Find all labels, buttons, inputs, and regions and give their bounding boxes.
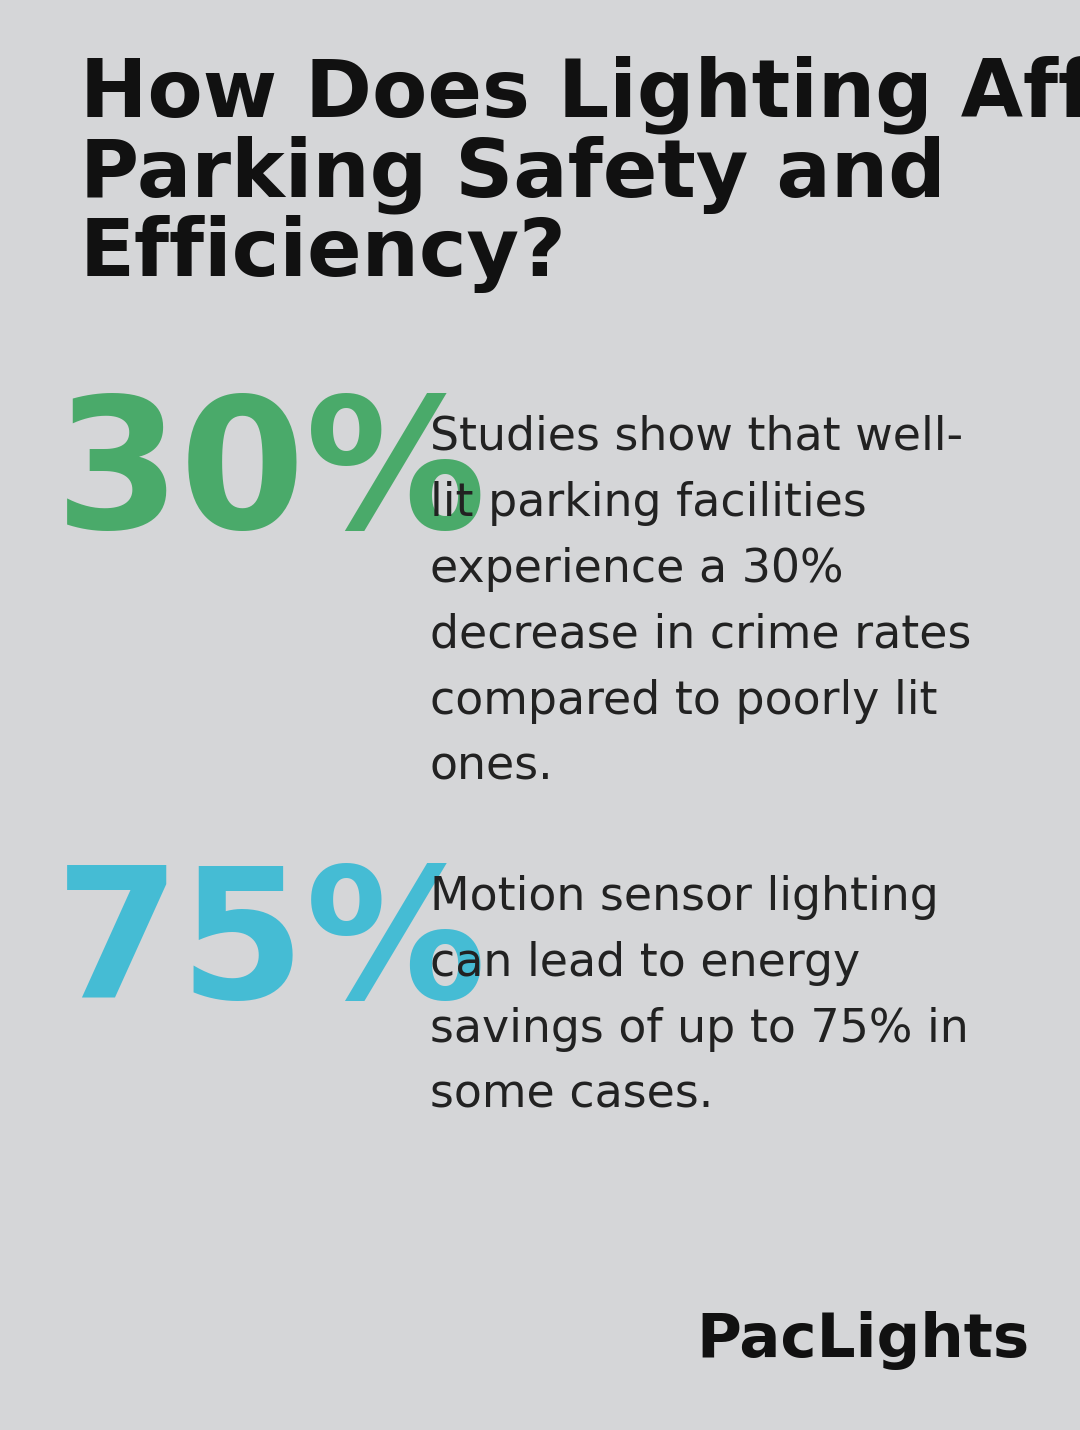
Text: Studies show that well-
lit parking facilities
experience a 30%
decrease in crim: Studies show that well- lit parking faci… xyxy=(430,415,971,789)
Text: 75%: 75% xyxy=(55,859,487,1035)
Text: How Does Lighting Affect: How Does Lighting Affect xyxy=(80,54,1080,133)
Text: Efficiency?: Efficiency? xyxy=(80,214,567,293)
Text: 30%: 30% xyxy=(55,390,487,566)
Text: Parking Safety and: Parking Safety and xyxy=(80,134,946,213)
Text: Motion sensor lighting
can lead to energy
savings of up to 75% in
some cases.: Motion sensor lighting can lead to energ… xyxy=(430,875,969,1118)
Text: PacLights: PacLights xyxy=(697,1311,1030,1370)
